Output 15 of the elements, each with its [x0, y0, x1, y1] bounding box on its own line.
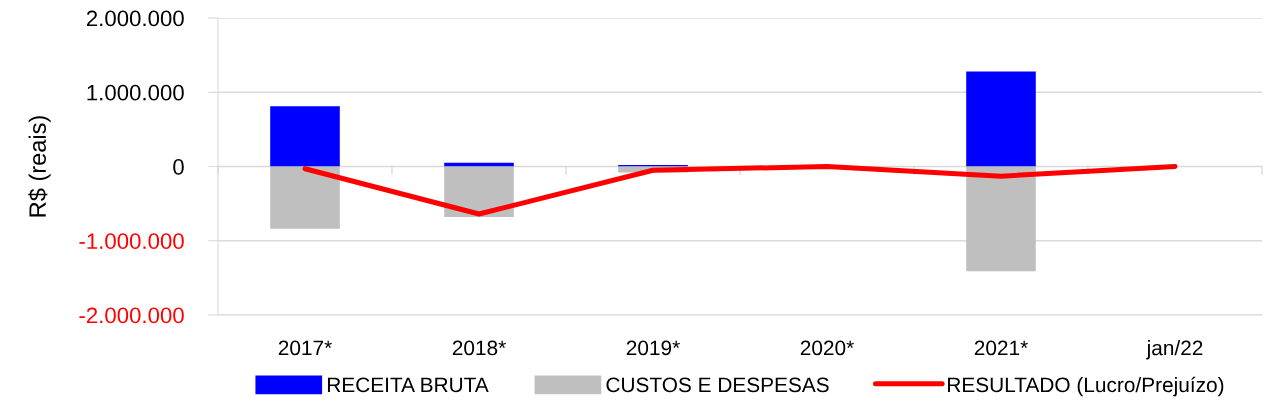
legend-label: CUSTOS E DESPESAS: [606, 377, 829, 393]
y-tick-label: -2.000.000: [79, 307, 184, 324]
y-tick-label: -1.000.000: [79, 233, 184, 250]
y-tick-label: 0: [173, 159, 184, 175]
y-tick-label: 2.000.000: [86, 10, 184, 27]
x-tick-label: 2020*: [800, 340, 854, 356]
x-tick-label: 2019*: [626, 340, 680, 356]
y-axis-title: R$ (reais): [28, 116, 51, 217]
x-tick-label: 2021*: [974, 340, 1028, 356]
legend-label: RECEITA BRUTA: [327, 377, 489, 393]
legend-label: RESULTADO (Lucro/Prejuízo): [948, 376, 1224, 397]
x-tick-label: 2018*: [452, 340, 506, 356]
x-tick-label: jan/22: [1146, 340, 1203, 360]
x-tick-label: 2017*: [278, 340, 332, 356]
y-tick-label: 1.000.000: [87, 84, 184, 101]
